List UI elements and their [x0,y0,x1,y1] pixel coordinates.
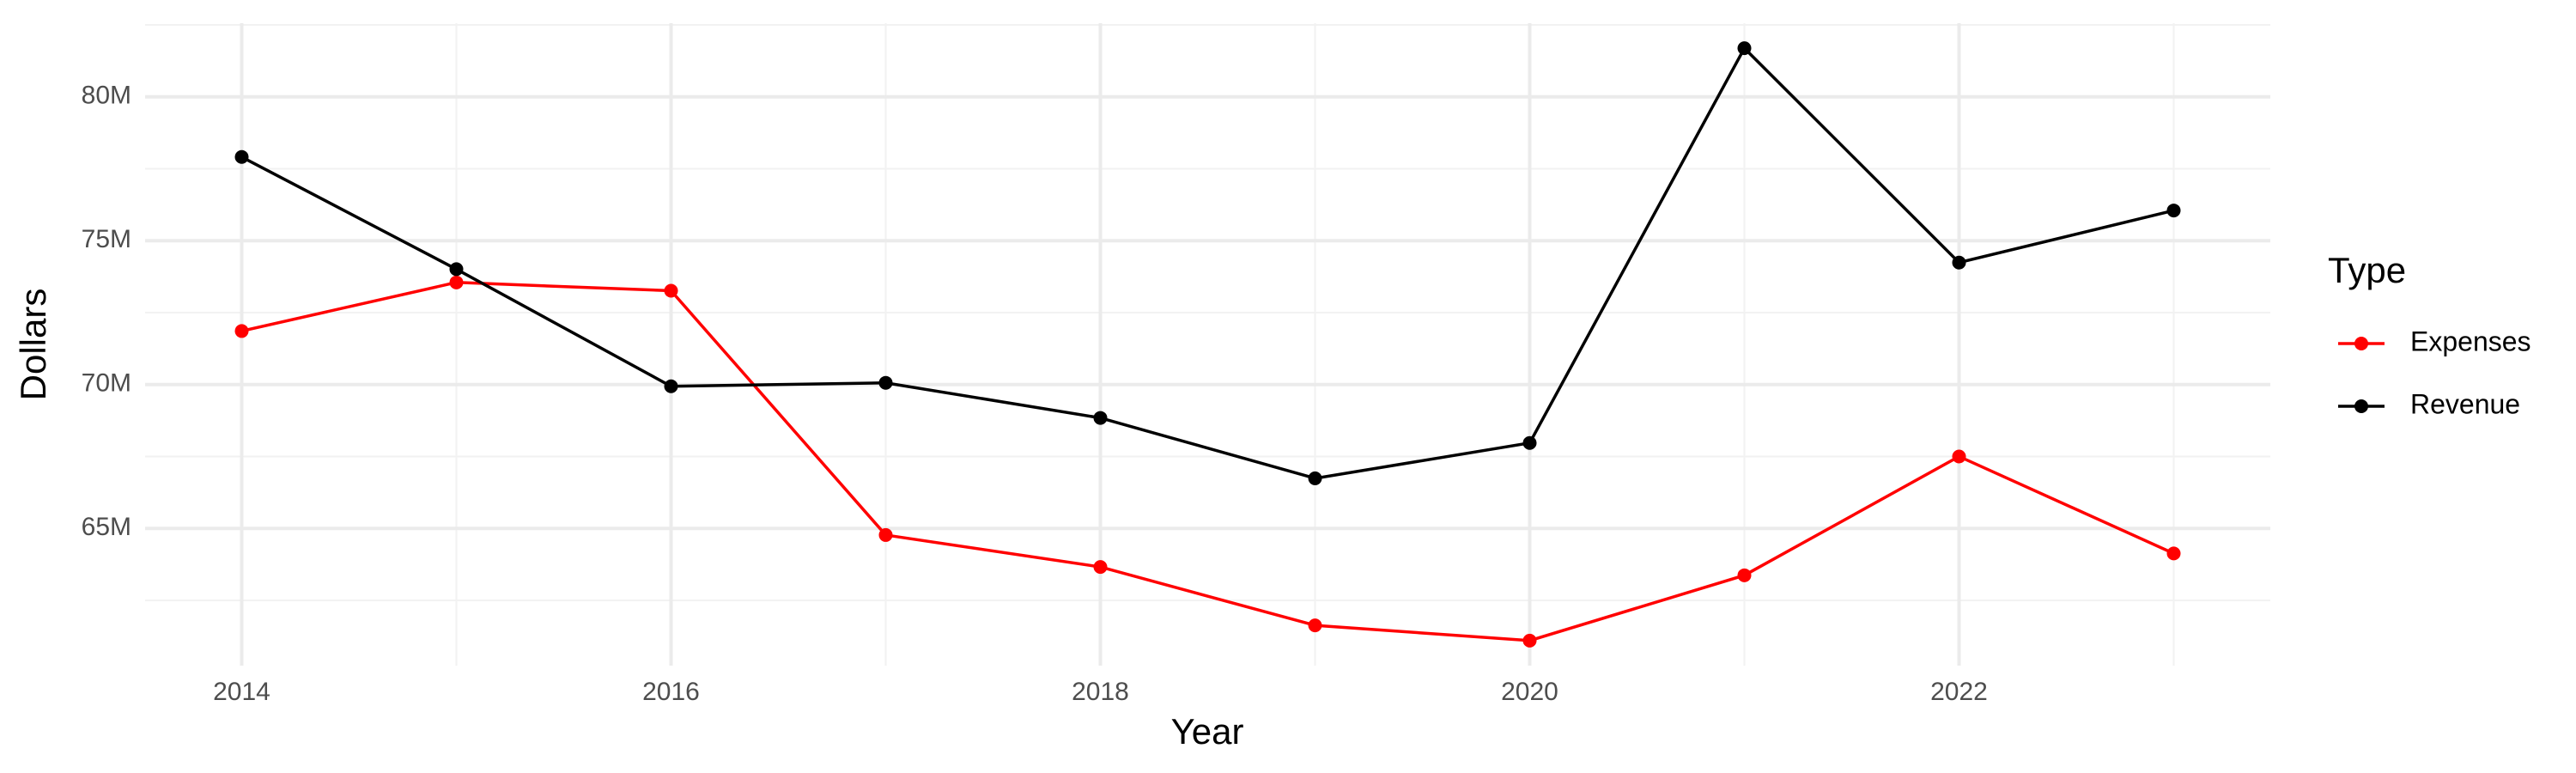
point [449,275,464,289]
y-tick-label: 75M [82,225,131,253]
x-tick-label: 2018 [1072,678,1129,706]
legend-key-point [2354,337,2368,350]
point [1952,449,1966,464]
line [241,281,2175,642]
grid [145,23,2270,666]
point [664,283,678,298]
legend-label: Revenue [2410,388,2520,419]
x-tick-label: 2014 [213,678,270,706]
point [1522,633,1537,648]
y-tick-label: 80M [82,82,131,110]
point [1522,435,1537,450]
point [1737,568,1752,582]
point [234,149,249,164]
point [234,324,249,338]
point [1093,411,1108,425]
x-tick-label: 2016 [642,678,700,706]
point [1308,618,1322,633]
point [1093,560,1108,575]
y-axis-title: Dollars [13,289,53,401]
point [1952,255,1966,270]
point [664,379,678,393]
point [878,527,893,542]
x-tick-label: 2020 [1501,678,1558,706]
legend-label: Expenses [2410,326,2531,356]
line [240,46,2174,480]
point [2166,204,2181,218]
point [449,262,464,277]
x-tick-label: 2022 [1930,678,1988,706]
point [878,375,893,390]
y-tick-label: 65M [82,513,131,541]
y-tick-label: 70M [82,369,131,398]
point [1308,471,1322,485]
point [1737,41,1752,56]
legend-title: Type [2328,250,2406,290]
x-axis-title: Year [1171,711,1244,752]
point [2166,546,2181,561]
legend-key-point [2354,399,2368,413]
